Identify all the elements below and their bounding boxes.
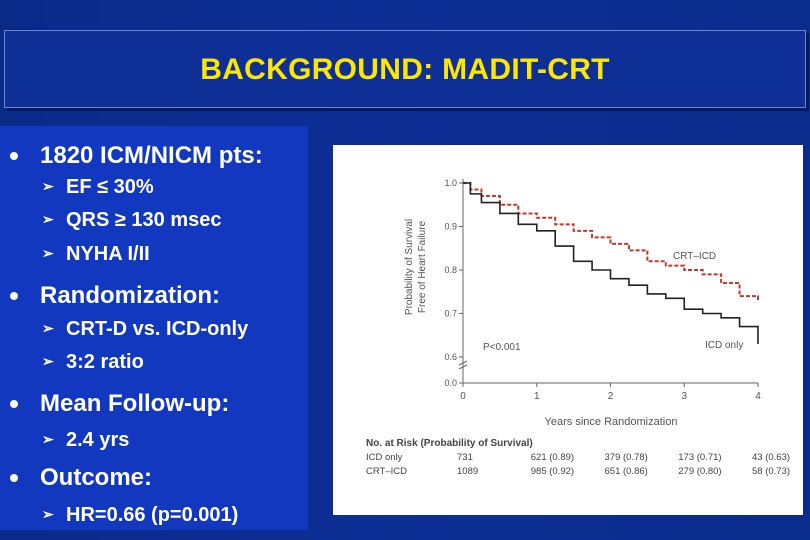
arrow-icon: ➢ — [42, 320, 54, 336]
sub-bullet-label: EF ≤ 30% — [66, 176, 154, 198]
p-value-annotation: P<0.001 — [483, 342, 521, 353]
y-tick-label: 1.0 — [444, 178, 457, 188]
arrow-icon: ➢ — [42, 353, 54, 369]
series-line-icd-only — [463, 182, 759, 344]
risk-cell: 279 (0.80) — [678, 466, 721, 477]
bullet-dot-icon — [10, 474, 18, 482]
risk-cell: 1089 — [457, 466, 478, 477]
sub-bullet-label: 2.4 yrs — [66, 429, 130, 451]
risk-cell: 58 (0.73) — [752, 466, 790, 477]
series-line-crt-icd — [463, 182, 759, 301]
x-tick-label: 3 — [681, 391, 687, 402]
risk-cell: 621 (0.89) — [531, 452, 574, 463]
bullet-label: 1820 ICM/NICM pts: — [40, 142, 263, 169]
y-tick-label: 0.0 — [444, 378, 457, 388]
risk-table-header: No. at Risk (Probability of Survival) — [366, 438, 533, 449]
bullet-dot-icon — [10, 400, 18, 408]
y-tick-label: 0.6 — [444, 352, 457, 362]
risk-cell: 379 (0.78) — [605, 452, 648, 463]
sub-bullet-label: NYHA I/II — [66, 243, 150, 265]
y-tick-label: 0.7 — [444, 309, 457, 319]
sub-bullet-label: HR=0.66 (p=0.001) — [66, 504, 239, 526]
bullet-dot-icon — [10, 152, 18, 160]
bullet-dot-icon — [10, 292, 18, 300]
x-tick-label: 2 — [608, 391, 614, 402]
risk-cell: 985 (0.92) — [531, 466, 574, 477]
risk-cell: 173 (0.71) — [678, 452, 721, 463]
risk-table: No. at Risk (Probability of Survival) ICD… — [366, 438, 790, 477]
sub-bullet-label: 3:2 ratio — [66, 351, 144, 373]
arrow-icon: ➢ — [42, 178, 54, 194]
series-label-crt: CRT–ICD — [673, 251, 716, 262]
bullet-label: Randomization: — [40, 282, 220, 309]
arrow-icon: ➢ — [42, 506, 54, 522]
survival-chart: 0.0 0.6 0.7 0.8 0.9 1.0 0 1 2 3 4 Probability of S… — [333, 145, 803, 515]
survival-chart-svg: 0.0 0.6 0.7 0.8 0.9 1.0 0 1 2 3 4 Probability of S… — [366, 178, 790, 477]
x-tick-label: 0 — [460, 391, 466, 402]
bullet-panel — [0, 126, 308, 530]
title-box: BACKGROUND: MADIT-CRT — [4, 30, 806, 108]
risk-cell: 731 — [457, 452, 473, 463]
y-axis-label: Free of Heart Failure — [417, 220, 428, 313]
risk-cell: 651 (0.86) — [605, 466, 648, 477]
series-label-icd: ICD only — [705, 340, 743, 351]
axis-break-icon — [458, 360, 468, 370]
arrow-icon: ➢ — [42, 431, 54, 447]
arrow-icon: ➢ — [42, 245, 54, 261]
x-tick-label: 1 — [534, 391, 540, 402]
sub-bullet-label: QRS ≥ 130 msec — [66, 209, 222, 231]
y-axis-label: Probability of Survival — [404, 219, 415, 315]
x-axis-label: Years since Randomization — [545, 416, 678, 428]
risk-row-label: CRT–ICD — [366, 466, 407, 477]
risk-cell: 43 (0.63) — [752, 452, 790, 463]
risk-row-label: ICD only — [366, 452, 403, 463]
arrow-icon: ➢ — [42, 211, 54, 227]
bullet-label: Outcome: — [40, 464, 153, 491]
y-tick-label: 0.9 — [444, 222, 457, 232]
slide-title: BACKGROUND: MADIT-CRT — [200, 53, 610, 86]
bullet-label: Mean Follow-up: — [40, 390, 230, 417]
sub-bullet-label: CRT-D vs. ICD-only — [66, 318, 249, 340]
y-tick-label: 0.8 — [444, 265, 457, 275]
x-tick-label: 4 — [755, 391, 761, 402]
